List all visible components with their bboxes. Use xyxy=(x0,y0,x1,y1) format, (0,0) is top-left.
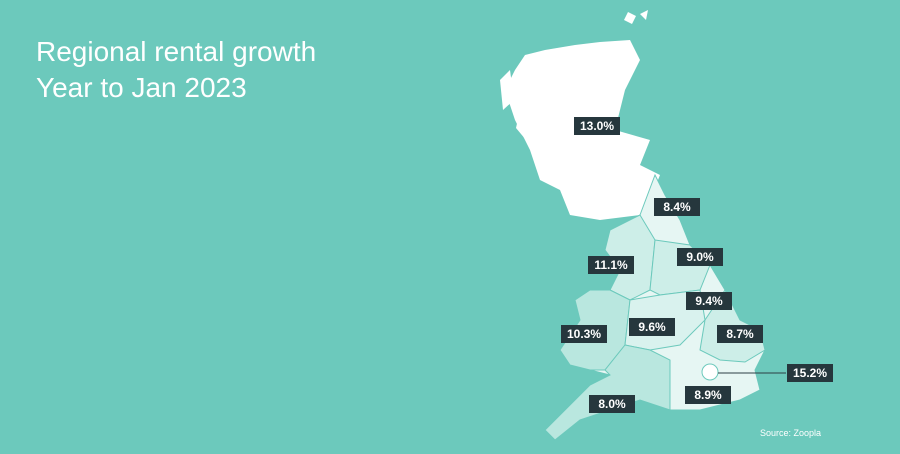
region-label: 8.7% xyxy=(726,327,754,341)
label-box xyxy=(787,364,833,382)
scotland xyxy=(500,10,660,220)
region-label: 8.9% xyxy=(694,388,722,402)
region-label: 13.0% xyxy=(580,119,614,133)
region-label: 11.1% xyxy=(594,258,628,272)
label-box xyxy=(561,325,607,343)
labels: 13.0% 8.4% 11.1% 9.0% 9.4% 10.3% 9.6% 8.7% 15.2%… xyxy=(561,117,833,413)
label-box xyxy=(677,248,723,266)
region-label: 9.6% xyxy=(638,320,666,334)
source: Source: Zoopla xyxy=(760,428,822,438)
label-box xyxy=(574,117,620,135)
region-label: 15.2% xyxy=(793,366,827,380)
region-label: 9.0% xyxy=(686,250,714,264)
label-box xyxy=(686,292,732,310)
region-label: 8.4% xyxy=(663,200,691,214)
label-box xyxy=(717,325,763,343)
title-line: Regional rental growth xyxy=(36,36,317,67)
label-box xyxy=(654,198,700,216)
label-box xyxy=(589,395,635,413)
region-label: 8.0% xyxy=(598,397,626,411)
region-label: 10.3% xyxy=(567,327,601,341)
region-label: 9.4% xyxy=(695,294,723,308)
title-line: Year to Jan 2023 xyxy=(36,72,247,103)
label-box xyxy=(629,318,675,336)
label-box xyxy=(588,256,634,274)
label-box xyxy=(685,386,731,404)
